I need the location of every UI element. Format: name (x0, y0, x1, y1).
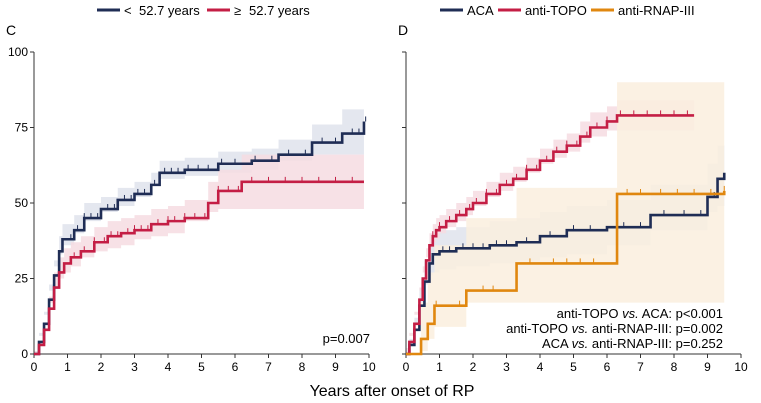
x-tick-label-d-3: 3 (503, 360, 510, 374)
legend-d-rnap-label: anti-RNAP-III (618, 3, 695, 18)
x-tick-label-d-5: 5 (570, 360, 577, 374)
y-tick-label-c-50: 50 (15, 196, 29, 210)
x-tick-label-d-8: 8 (671, 360, 678, 374)
x-tick-label-c-1: 1 (64, 360, 71, 374)
series-line-c-1 (34, 180, 364, 356)
x-tick-label-c-3: 3 (131, 360, 138, 374)
x-tick-label-d-1: 1 (436, 360, 443, 374)
x-tick-label-c-5: 5 (198, 360, 205, 374)
legend-d-topo-label: anti-TOPO (525, 3, 587, 18)
y-tick-label-c-100: 100 (8, 45, 28, 59)
y-tick-label-c-75: 75 (15, 121, 29, 135)
x-tick-label-d-0: 0 (403, 360, 410, 374)
panel-label-d: D (398, 22, 408, 38)
x-tick-label-d-2: 2 (470, 360, 477, 374)
legend-panel-c: < 52.7 years ≥ 52.7 years (97, 3, 310, 18)
x-tick-label-d-7: 7 (637, 360, 644, 374)
y-tick-label-c-25: 25 (15, 272, 29, 286)
legend-panel-d: ACA anti-TOPO anti-RNAP-III (440, 3, 695, 18)
x-tick-label-c-8: 8 (299, 360, 306, 374)
legend-c-navy-symbol: < (124, 3, 132, 18)
x-tick-label-c-10: 10 (362, 360, 376, 374)
p-value-panel-c: p=0.007 (323, 331, 370, 346)
ci-band-c-1 (34, 154, 364, 354)
p-value-aca-vs-rnap: ACA vs. anti-RNAP-III: p=0.252 (542, 336, 723, 351)
x-tick-label-d-4: 4 (537, 360, 544, 374)
x-tick-label-c-9: 9 (332, 360, 339, 374)
legend-c-crimson-label: 52.7 years (249, 3, 310, 18)
legend-c-crimson-symbol: ≥ (234, 3, 241, 18)
panel-label-c: C (6, 22, 16, 38)
x-tick-label-c-2: 2 (98, 360, 105, 374)
x-tick-label-d-6: 6 (604, 360, 611, 374)
panel-d-plot: 0 1 2 3 4 5 6 7 8 9 10 (402, 51, 748, 374)
x-tick-label-d-9: 9 (704, 360, 711, 374)
x-tick-label-c-7: 7 (265, 360, 272, 374)
legend-c-navy-label: 52.7 years (139, 3, 200, 18)
series-line-c-0 (34, 121, 366, 356)
x-tick-label-c-4: 4 (165, 360, 172, 374)
p-value-topo-vs-rnap: anti-TOPO vs. anti-RNAP-III: p=0.002 (506, 321, 723, 336)
x-axis-title: Years after onset of RP (310, 383, 475, 400)
x-tick-label-c-0: 0 (31, 360, 38, 374)
p-value-topo-vs-aca: anti-TOPO vs. ACA: p<0.001 (557, 306, 723, 321)
legend-d-aca-label: ACA (467, 3, 494, 18)
ci-band-d-2 (406, 82, 725, 354)
series-line-d-2 (406, 190, 726, 356)
y-tick-label-c-0: 0 (21, 347, 28, 361)
x-tick-label-c-6: 6 (232, 360, 239, 374)
x-tick-label-d-10: 10 (734, 360, 748, 374)
